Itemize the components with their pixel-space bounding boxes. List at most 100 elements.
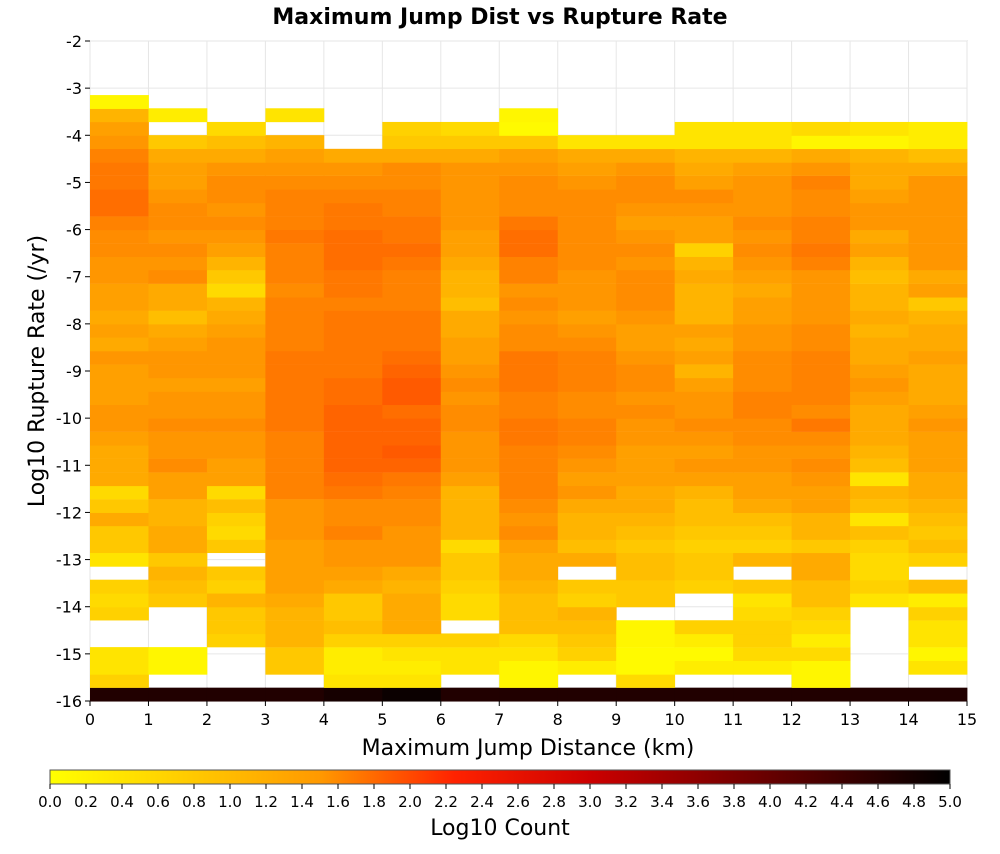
y-tick-label: -15 bbox=[56, 645, 82, 664]
heatmap-cell bbox=[499, 444, 559, 459]
y-tick-label: -2 bbox=[66, 32, 82, 51]
heatmap-cell bbox=[382, 256, 442, 271]
heatmap-cell bbox=[616, 418, 676, 432]
heatmap-cell bbox=[616, 243, 676, 257]
heatmap-cell bbox=[733, 229, 792, 244]
heatmap-cell bbox=[499, 175, 559, 190]
heatmap-cell bbox=[382, 121, 442, 136]
heatmap-cell bbox=[557, 243, 617, 257]
heatmap-cell bbox=[733, 377, 792, 392]
heatmap-cell bbox=[265, 579, 325, 594]
heatmap-cell bbox=[499, 458, 559, 473]
heatmap-cell bbox=[850, 566, 909, 581]
heatmap-cell bbox=[148, 310, 208, 325]
heatmap-cell bbox=[440, 687, 500, 702]
heatmap-cell bbox=[616, 216, 676, 231]
heatmap-cell bbox=[148, 296, 208, 311]
heatmap-cell bbox=[206, 687, 266, 702]
heatmap-cell bbox=[733, 512, 792, 527]
heatmap-cell bbox=[148, 377, 208, 392]
heatmap-cell bbox=[265, 216, 325, 231]
heatmap-cell bbox=[791, 202, 851, 217]
heatmap-cell bbox=[674, 512, 734, 527]
colorbar-tick-label: 4.8 bbox=[902, 793, 926, 811]
heatmap-cell bbox=[440, 148, 500, 163]
heatmap-cell bbox=[499, 404, 559, 419]
heatmap-cell bbox=[850, 243, 909, 257]
heatmap-cell bbox=[616, 431, 676, 446]
heatmap-cell bbox=[382, 485, 442, 500]
heatmap-cell bbox=[499, 525, 559, 540]
heatmap-cell bbox=[791, 647, 851, 661]
heatmap-cell bbox=[557, 310, 617, 325]
heatmap-cell bbox=[90, 418, 149, 432]
heatmap-cell bbox=[557, 539, 617, 554]
heatmap-cell bbox=[499, 633, 559, 648]
heatmap-cell bbox=[791, 444, 851, 459]
heatmap-cell bbox=[908, 458, 968, 473]
heatmap-cell bbox=[90, 391, 149, 406]
heatmap-cell bbox=[206, 458, 266, 473]
heatmap-cell bbox=[557, 391, 617, 406]
heatmap-cell bbox=[674, 377, 734, 392]
heatmap-cell bbox=[499, 296, 559, 311]
colorbar-ticks: 0.0 0.2 0.4 0.6 0.8 1.0 1.2 1.4 1.6 1.8 2.0 2.2 2.4 2… bbox=[38, 784, 962, 811]
heatmap-cell bbox=[674, 135, 734, 150]
heatmap-cell bbox=[265, 647, 325, 661]
heatmap-cell bbox=[850, 552, 909, 567]
heatmap-cell bbox=[791, 148, 851, 163]
heatmap-cell bbox=[499, 552, 559, 567]
heatmap-cell bbox=[265, 364, 325, 379]
heatmap-cell bbox=[850, 418, 909, 432]
heatmap-cell bbox=[616, 162, 676, 176]
colorbar-tick-label: 1.6 bbox=[326, 793, 350, 811]
heatmap-cell bbox=[90, 337, 149, 352]
heatmap-cell bbox=[440, 444, 500, 459]
heatmap-cell bbox=[382, 566, 442, 581]
heatmap-cell bbox=[733, 243, 792, 257]
heatmap-cell bbox=[265, 202, 325, 217]
heatmap-cell bbox=[440, 525, 500, 540]
colorbar bbox=[49, 769, 951, 785]
heatmap-cell bbox=[382, 633, 442, 648]
heatmap-cell bbox=[382, 431, 442, 446]
heatmap-cell bbox=[908, 633, 968, 648]
heatmap-cell bbox=[382, 296, 442, 311]
heatmap-cell bbox=[557, 350, 617, 365]
heatmap-cell bbox=[440, 647, 500, 661]
heatmap-cell bbox=[90, 552, 149, 567]
heatmap-cell bbox=[674, 229, 734, 244]
heatmap-cell bbox=[733, 579, 792, 594]
heatmap-cell bbox=[440, 229, 500, 244]
heatmap-cell bbox=[850, 525, 909, 540]
heatmap-cell bbox=[674, 148, 734, 163]
colorbar-tick-label: 5.0 bbox=[938, 793, 962, 811]
heatmap-cell bbox=[206, 404, 266, 419]
heatmap-cell bbox=[557, 499, 617, 513]
heatmap-cell bbox=[148, 175, 208, 190]
heatmap-cell bbox=[791, 377, 851, 392]
heatmap-cell bbox=[616, 377, 676, 392]
heatmap-cell bbox=[616, 404, 676, 419]
heatmap-cell bbox=[791, 660, 851, 675]
heatmap-cell bbox=[557, 647, 617, 661]
heatmap-cell bbox=[440, 283, 500, 298]
heatmap-cell bbox=[265, 458, 325, 473]
x-tick-label: 7 bbox=[494, 710, 504, 729]
heatmap-cell bbox=[908, 431, 968, 446]
heatmap-cell bbox=[908, 647, 968, 661]
heatmap-cell bbox=[382, 512, 442, 527]
heatmap-cell bbox=[90, 135, 149, 150]
heatmap-cell bbox=[616, 189, 676, 204]
y-axis-ticks: -2 -3 -4 -5 -6 -7 -8 -9 -10 -11 -12 -13 -14 -15 -16 bbox=[56, 32, 90, 711]
heatmap-cell bbox=[850, 135, 909, 150]
heatmap-cell bbox=[557, 593, 617, 608]
heatmap-cell bbox=[90, 458, 149, 473]
heatmap-cell bbox=[265, 296, 325, 311]
heatmap-cell bbox=[323, 539, 383, 554]
x-tick-label: 15 bbox=[957, 710, 977, 729]
y-tick-label: -13 bbox=[56, 551, 82, 570]
heatmap-cell bbox=[616, 485, 676, 500]
heatmap-cell bbox=[206, 391, 266, 406]
heatmap-cell bbox=[791, 472, 851, 487]
